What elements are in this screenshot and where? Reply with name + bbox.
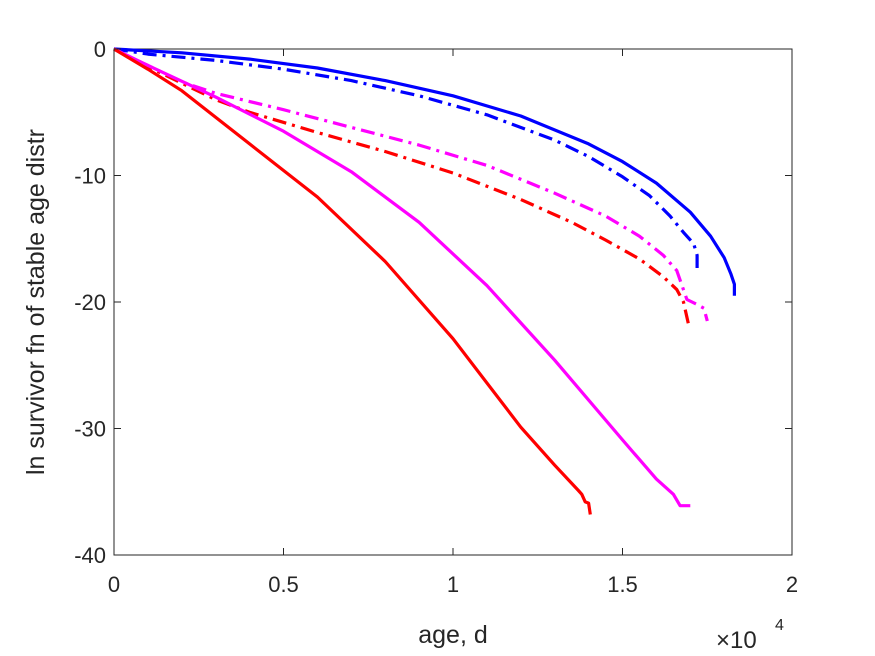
x-exponent-base: ×10 (716, 627, 757, 654)
y-tick-label-1: -10 (74, 164, 106, 189)
x-tick-label-3: 1.5 (607, 572, 638, 597)
series-line-1 (113, 47, 736, 296)
x-tick-label-4: 2 (786, 572, 798, 597)
x-tick-label-2: 1 (447, 572, 459, 597)
y-tick-label-2: -20 (74, 290, 106, 315)
series-line-2 (113, 47, 699, 271)
series-line-6 (113, 47, 592, 515)
x-axis-label: age, d (418, 621, 488, 649)
y-axis-label: ln survivor fn of stable age distr (22, 129, 50, 475)
y-tick-label-0: 0 (94, 37, 106, 62)
plot-area (113, 48, 793, 556)
x-exponent-label: ×10 4 (716, 617, 784, 654)
series-layer (113, 47, 736, 515)
series-line-5 (113, 47, 691, 508)
x-tick-label-1: 0.5 (268, 572, 299, 597)
y-tick-label-4: -40 (74, 543, 106, 568)
ticks-layer (113, 48, 793, 556)
x-tick-label-0: 0 (108, 572, 120, 597)
y-tick-label-3: -30 (74, 417, 106, 442)
x-exponent-power: 4 (775, 617, 784, 634)
tick-labels-layer: 0 0.5 1 1.5 2 0 -10 -20 -30 -40 (74, 37, 798, 597)
